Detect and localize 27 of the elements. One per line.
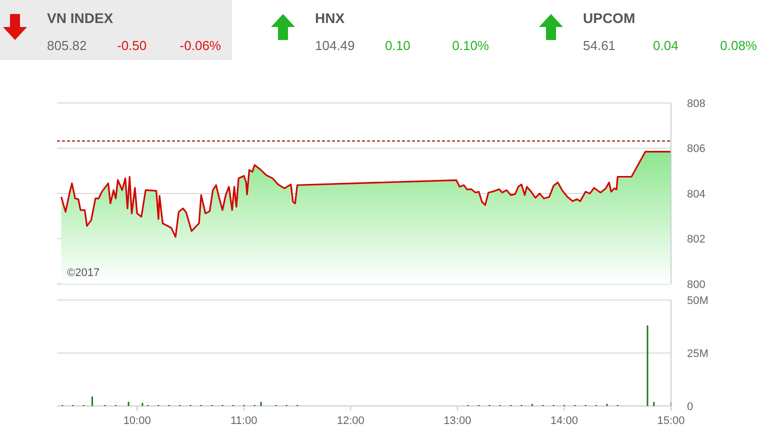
y-tick-label: 0 bbox=[687, 400, 694, 413]
x-tick-label: 13:00 bbox=[444, 415, 472, 427]
y-tick-label: 804 bbox=[687, 188, 706, 200]
data-label: 0.10 bbox=[385, 38, 410, 53]
text: 0.10% bbox=[452, 38, 490, 53]
y-tick-label: 802 bbox=[687, 234, 706, 246]
x-tick-label: 12:00 bbox=[336, 415, 364, 427]
annotation: ©2017 bbox=[67, 267, 100, 279]
data-label: 0.04 bbox=[653, 38, 678, 53]
category-label: HNX bbox=[315, 10, 346, 26]
category-label: UPCOM bbox=[583, 10, 636, 26]
text: -0.06% bbox=[180, 38, 222, 53]
y-tick-label: 808 bbox=[687, 98, 706, 110]
text: 54.61 bbox=[583, 38, 616, 53]
category-label: VN INDEX bbox=[47, 10, 114, 26]
y-tick-label: 800 bbox=[687, 278, 706, 291]
text: 0.08% bbox=[720, 38, 758, 53]
text: 104.49 bbox=[315, 38, 355, 53]
y-tick-label: 806 bbox=[687, 143, 706, 156]
x-tick-label: 14:00 bbox=[550, 415, 578, 427]
data-label: -0.50 bbox=[117, 38, 147, 53]
text: 805.82 bbox=[47, 38, 87, 53]
x-tick-label: 10:00 bbox=[123, 415, 151, 427]
y-tick-label: 50M bbox=[687, 294, 708, 307]
x-tick-label: 15:00 bbox=[657, 415, 685, 427]
x-tick-label: 11:00 bbox=[230, 415, 258, 427]
y-tick-label: 25M bbox=[687, 348, 708, 360]
